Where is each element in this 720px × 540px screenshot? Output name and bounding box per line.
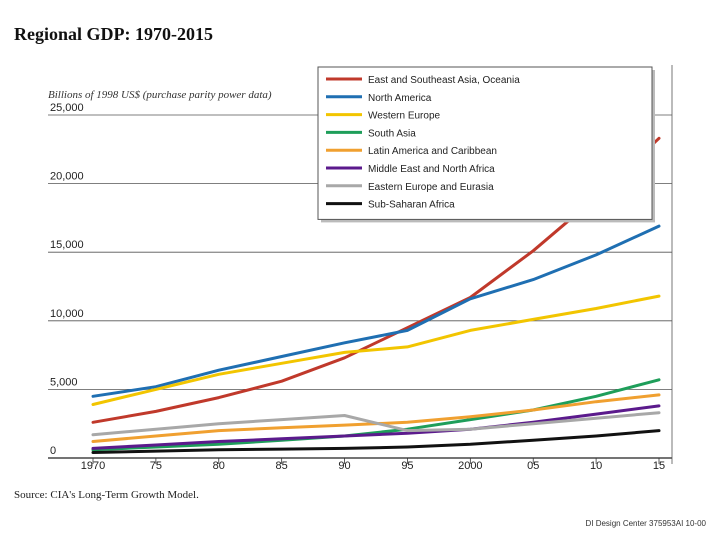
x-tick-label: 80 [213, 460, 225, 472]
chart-title: Regional GDP: 1970-2015 [14, 24, 213, 44]
legend-label: Eastern Europe and Eurasia [368, 182, 494, 193]
x-tick-label: 2000 [458, 460, 482, 472]
x-tick-label: 95 [401, 460, 413, 472]
legend: East and Southeast Asia, Oceania North Am… [317, 66, 655, 223]
x-tick-label: 1970 [81, 460, 105, 472]
x-tick-label: 90 [338, 460, 350, 472]
legend-label: Western Europe [368, 111, 441, 122]
legend-label: Sub-Saharan Africa [368, 200, 455, 211]
design-credit: DI Design Center 375953AI 10-00 [585, 519, 706, 528]
series-line-5 [91, 404, 661, 450]
legend-label: East and Southeast Asia, Oceania [368, 75, 520, 86]
y-tick-label: 10,000 [50, 308, 84, 320]
legend-label: Middle East and North Africa [368, 164, 495, 175]
series-line-7 [91, 429, 661, 454]
x-tick-label: 75 [150, 460, 162, 472]
series-line-2 [91, 294, 661, 406]
x-tick-label: 10 [590, 460, 602, 472]
legend-box [317, 66, 653, 220]
x-axis-ticks: 1970 75 80 85 90 95 2000 05 10 15 [81, 460, 665, 472]
x-tick-label: 15 [653, 460, 665, 472]
y-axis-label: Billions of 1998 US$ (purchase parity po… [48, 89, 272, 101]
x-tick-label: 05 [527, 460, 539, 472]
y-tick-label: 15,000 [50, 239, 84, 251]
legend-label: South Asia [368, 128, 416, 139]
series-lines [91, 136, 661, 454]
y-tick-label: 5,000 [50, 376, 78, 388]
series-line-1 [91, 224, 661, 398]
y-tick-label: 0 [50, 445, 56, 457]
y-tick-label: 20,000 [50, 171, 84, 183]
series-line-6 [91, 411, 661, 437]
legend-label: Latin America and Caribbean [368, 146, 497, 157]
source-note: Source: CIA's Long-Term Growth Model. [14, 489, 199, 501]
series-line-3 [91, 378, 661, 452]
y-tick-label: 25,000 [50, 102, 84, 114]
legend-label: North America [368, 93, 432, 104]
y-axis-ticks: 0 5,000 10,000 15,000 20,000 25,000 [50, 102, 84, 457]
series-line-0 [91, 136, 661, 424]
x-tick-label: 85 [276, 460, 288, 472]
